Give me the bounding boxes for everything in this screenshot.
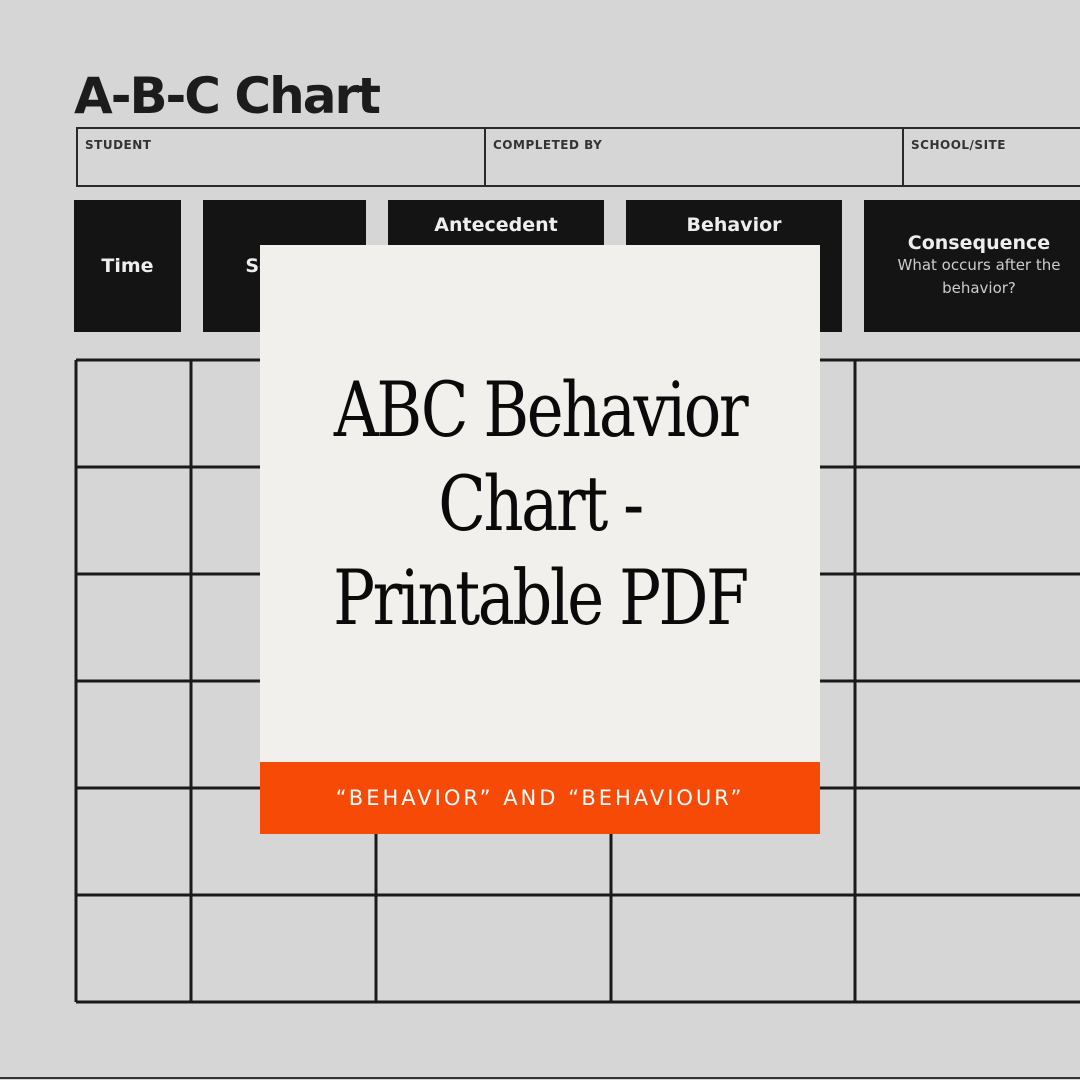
overlay-card: ABC Behavior Chart - Printable PDF	[260, 245, 820, 762]
column-header-time: Time	[74, 200, 181, 332]
column-subheading: What occurs after the behavior?	[897, 256, 1061, 297]
column-header-consequence: Consequence What occurs after the behavio…	[864, 200, 1080, 332]
completed-by-field[interactable]: COMPLETED BY	[486, 129, 904, 187]
overlay-subtitle: “BEHAVIOR” AND “BEHAVIOUR”	[335, 786, 745, 810]
info-fields: STUDENT COMPLETED BY SCHOOL/SITE	[76, 127, 1080, 187]
overlay-subtitle-band: “BEHAVIOR” AND “BEHAVIOUR”	[260, 762, 820, 834]
overlay-title: ABC Behavior Chart - Printable PDF	[333, 364, 749, 642]
column-heading: Time	[101, 255, 154, 277]
column-heading: Behavior	[686, 214, 782, 236]
student-field[interactable]: STUDENT	[78, 129, 486, 187]
chart-title: A-B-C Chart	[74, 67, 381, 125]
column-heading: Consequence	[907, 232, 1051, 254]
divider	[0, 1077, 1080, 1079]
school-site-field[interactable]: SCHOOL/SITE	[911, 138, 1006, 152]
column-heading: Antecedent	[434, 214, 558, 236]
